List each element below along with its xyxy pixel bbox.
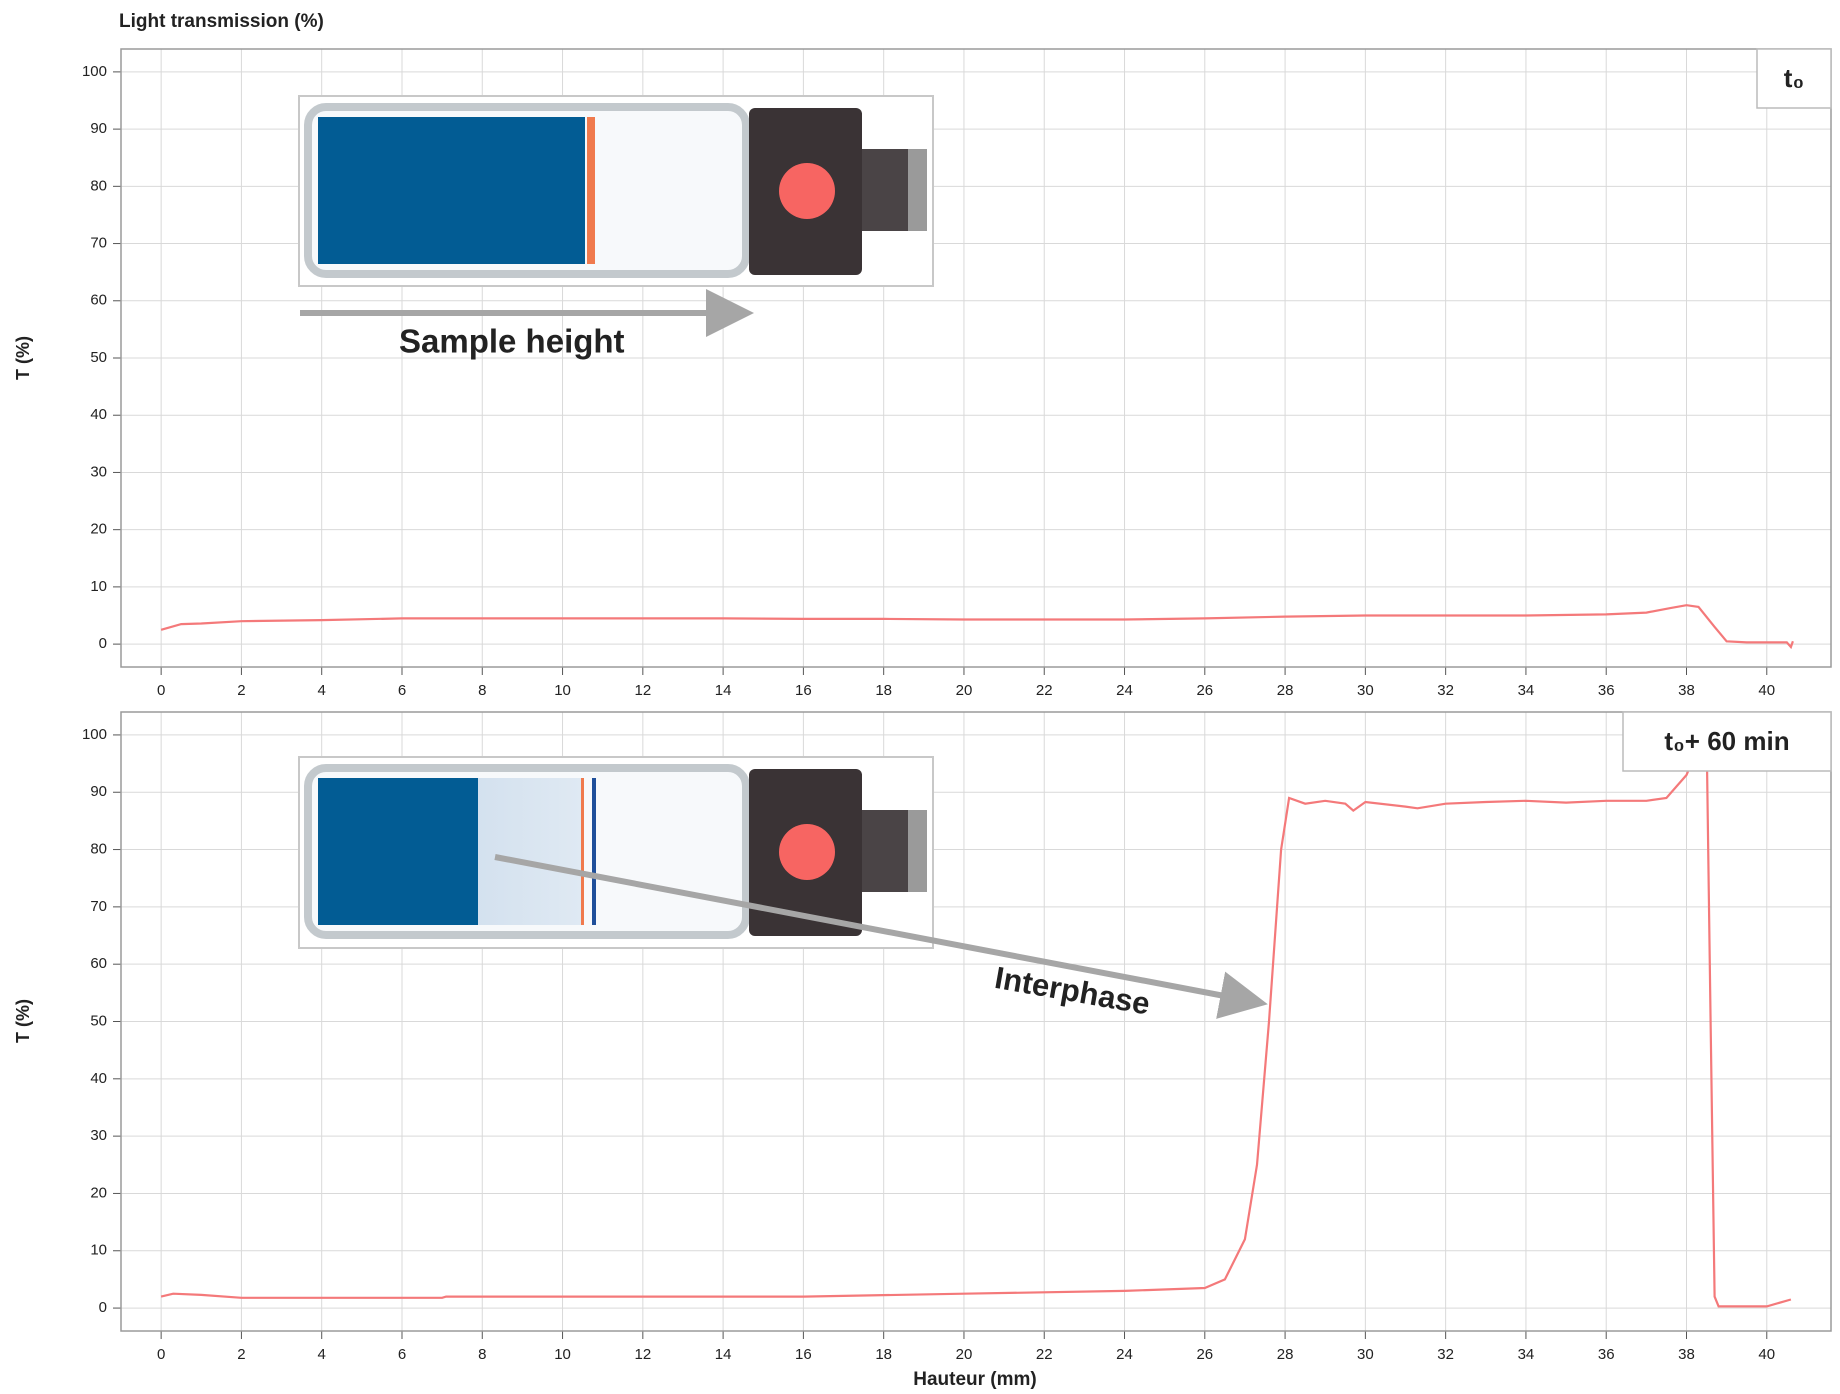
x-tick-label: 36 [1598, 682, 1615, 699]
x-axis-label: Hauteur (mm) [913, 1369, 1037, 1390]
plot-frame [120, 711, 1832, 1332]
x-tick-label: 34 [1518, 1346, 1535, 1363]
y-tick-label: 60 [90, 955, 107, 972]
x-tick-label: 10 [554, 682, 571, 699]
legend-label: t₀ [1784, 63, 1804, 93]
y-tick-label: 10 [90, 1242, 107, 1259]
x-tick-label: 36 [1598, 1346, 1615, 1363]
plot-frame [120, 48, 1832, 668]
x-tick-label: 8 [478, 1346, 486, 1363]
x-tick-label: 6 [398, 682, 406, 699]
x-tick-label: 16 [795, 682, 812, 699]
y-tick-label: 50 [90, 349, 107, 366]
y-tick-label: 70 [90, 235, 107, 252]
x-tick-label: 22 [1036, 682, 1053, 699]
y-tick-label: 0 [99, 1299, 107, 1316]
x-tick-label: 28 [1277, 1346, 1294, 1363]
x-tick-label: 38 [1678, 682, 1695, 699]
x-tick-label: 32 [1437, 1346, 1454, 1363]
x-tick-label: 38 [1678, 1346, 1695, 1363]
y-tick-label: 60 [90, 292, 107, 309]
legend-label: t₀+ 60 min [1664, 726, 1789, 756]
y-tick-label: 20 [90, 521, 107, 538]
x-tick-label: 10 [554, 1346, 571, 1363]
y-axis-label: T (%) [13, 336, 33, 380]
y-tick-label: 90 [90, 120, 107, 137]
x-tick-label: 20 [956, 1346, 973, 1363]
y-tick-label: 30 [90, 1127, 107, 1144]
y-tick-label: 50 [90, 1012, 107, 1029]
y-axis-label: T (%) [13, 999, 33, 1043]
y-tick-label: 90 [90, 783, 107, 800]
x-tick-label: 24 [1116, 1346, 1133, 1363]
x-tick-label: 18 [875, 1346, 892, 1363]
x-tick-label: 30 [1357, 1346, 1374, 1363]
x-tick-label: 26 [1196, 1346, 1213, 1363]
x-tick-label: 30 [1357, 682, 1374, 699]
x-tick-label: 0 [157, 1346, 165, 1363]
tube-diagram [298, 95, 934, 287]
y-tick-label: 80 [90, 177, 107, 194]
x-tick-label: 2 [237, 682, 245, 699]
x-tick-label: 28 [1277, 682, 1294, 699]
y-tick-label: 70 [90, 898, 107, 915]
y-tick-label: 80 [90, 841, 107, 858]
x-tick-label: 4 [318, 682, 326, 699]
legend-box [1756, 48, 1832, 109]
y-tick-label: 100 [82, 63, 107, 80]
x-tick-label: 18 [875, 682, 892, 699]
x-tick-label: 4 [318, 1346, 326, 1363]
x-tick-label: 22 [1036, 1346, 1053, 1363]
x-tick-label: 12 [634, 1346, 651, 1363]
y-tick-label: 20 [90, 1184, 107, 1201]
x-tick-label: 2 [237, 1346, 245, 1363]
x-tick-label: 12 [634, 682, 651, 699]
arrow [494, 854, 1268, 1019]
x-tick-label: 34 [1518, 682, 1535, 699]
x-tick-label: 8 [478, 682, 486, 699]
x-tick-label: 40 [1758, 682, 1775, 699]
x-tick-label: 16 [795, 1346, 812, 1363]
y-tick-label: 0 [99, 635, 107, 652]
annotation: Sample height [399, 323, 625, 360]
data-line [160, 604, 1794, 650]
x-tick-label: 26 [1196, 682, 1213, 699]
x-tick-label: 20 [956, 682, 973, 699]
legend-box [1622, 711, 1832, 772]
y-tick-label: 40 [90, 1070, 107, 1087]
x-tick-label: 32 [1437, 682, 1454, 699]
chart-title: Light transmission (%) [119, 11, 324, 32]
y-tick-label: 40 [90, 406, 107, 423]
x-tick-label: 40 [1758, 1346, 1775, 1363]
x-tick-label: 0 [157, 682, 165, 699]
x-tick-label: 6 [398, 1346, 406, 1363]
x-tick-label: 24 [1116, 682, 1133, 699]
y-tick-label: 10 [90, 578, 107, 595]
x-tick-label: 14 [715, 682, 732, 699]
x-tick-label: 14 [715, 1346, 732, 1363]
y-tick-label: 100 [82, 726, 107, 743]
y-tick-label: 30 [90, 463, 107, 480]
tube-diagram [298, 756, 934, 949]
